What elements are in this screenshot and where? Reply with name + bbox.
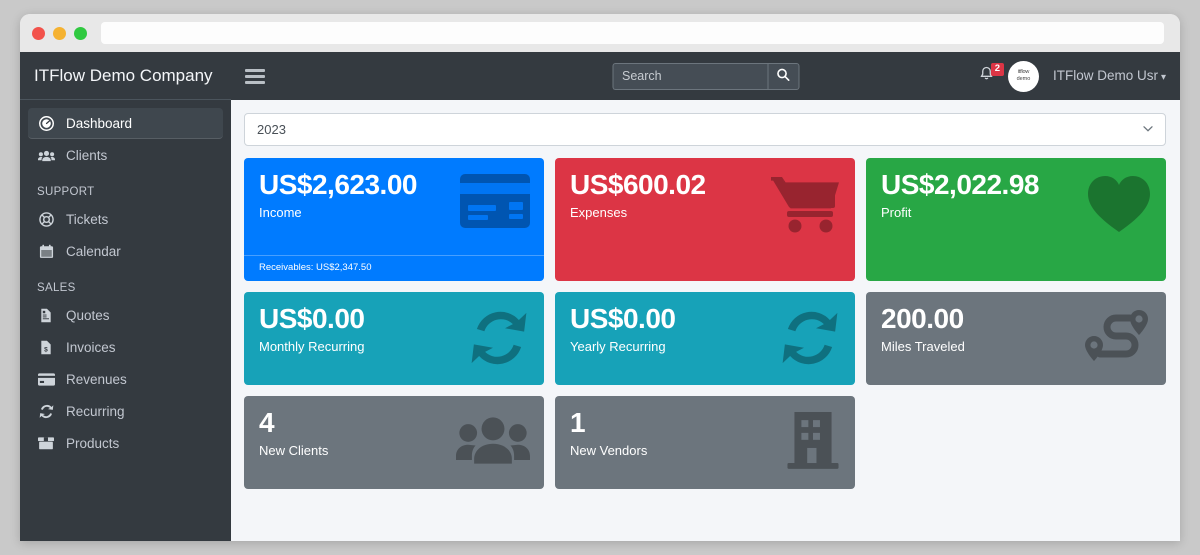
sidebar-item-label: Dashboard bbox=[66, 115, 133, 131]
sidebar-section-support-header: SUPPORT bbox=[37, 186, 95, 198]
sidebar-item-label: Revenues bbox=[66, 372, 127, 387]
notification-count-badge: 2 bbox=[990, 63, 1004, 76]
maximize-window-button[interactable] bbox=[74, 26, 87, 40]
avatar-line-2: demo bbox=[1016, 75, 1031, 82]
stat-card-label: Yearly Recurring bbox=[570, 339, 666, 355]
browser-chrome bbox=[20, 14, 1180, 52]
sidebar-item-label: Clients bbox=[66, 148, 108, 163]
avatar[interactable]: itflow demo bbox=[1007, 60, 1039, 92]
sidebar: ITFlow Demo Company Dashboard bbox=[20, 52, 231, 541]
stat-card-value: US$0.00 bbox=[570, 303, 676, 334]
stat-card-yearly-recurring[interactable]: US$0.00 Yearly Recurring bbox=[555, 292, 855, 385]
stat-card-footer: Receivables: US$2,347.50 bbox=[244, 255, 544, 281]
avatar-line-1: itflow bbox=[1017, 69, 1030, 75]
stat-card-new-vendors[interactable]: 1 New Vendors bbox=[555, 396, 855, 489]
sidebar-section-sales-header: SALES bbox=[37, 282, 76, 294]
sidebar-item-revenues[interactable]: Revenues bbox=[28, 364, 223, 395]
sidebar-item-invoices[interactable]: $ Invoices bbox=[28, 332, 223, 363]
content-area: 2 itflow demo ITFlow Demo Usr▾ 2023 bbox=[231, 52, 1180, 541]
traffic-lights bbox=[32, 26, 87, 40]
stat-card-value: 1 bbox=[570, 407, 586, 438]
user-menu[interactable]: ITFlow Demo Usr ▾ bbox=[1053, 67, 1166, 85]
close-window-button[interactable] bbox=[32, 26, 45, 40]
dashboard-gauge-icon bbox=[36, 114, 56, 132]
navbar-right: 2 itflow demo ITFlow Demo Usr ▾ bbox=[979, 60, 1166, 92]
sidebar-item-dashboard[interactable]: Dashboard bbox=[28, 108, 223, 139]
year-filter-value: 2023 bbox=[257, 122, 286, 137]
search-group bbox=[612, 62, 799, 90]
shopping-cart-icon bbox=[769, 174, 841, 239]
sidebar-item-recurring[interactable]: Recurring bbox=[28, 396, 223, 427]
brand-title[interactable]: ITFlow Demo Company bbox=[20, 52, 231, 100]
box-icon bbox=[36, 435, 56, 453]
search-button[interactable] bbox=[767, 62, 799, 90]
stat-card-income[interactable]: US$2,623.00 Income bbox=[244, 158, 544, 281]
stat-card-miles-traveled[interactable]: 200.00 Miles Traveled bbox=[866, 292, 1166, 385]
application-root: ITFlow Demo Company Dashboard bbox=[20, 52, 1180, 541]
stat-card-label: New Clients bbox=[259, 443, 329, 459]
stat-card-label: Miles Traveled bbox=[881, 339, 965, 355]
users-icon bbox=[36, 147, 56, 165]
chevron-down-icon bbox=[1143, 124, 1153, 135]
svg-text:$: $ bbox=[44, 347, 48, 354]
sidebar-item-label: Tickets bbox=[66, 212, 109, 227]
year-filter-select[interactable]: 2023 bbox=[244, 113, 1166, 146]
stat-card-profit[interactable]: US$2,022.98 Profit bbox=[866, 158, 1166, 281]
stat-card-grid: US$2,623.00 Income bbox=[244, 158, 1166, 489]
stat-card-label: Income bbox=[259, 205, 302, 221]
heart-icon bbox=[1086, 174, 1152, 239]
route-icon bbox=[1082, 308, 1152, 371]
sidebar-item-products[interactable]: Products bbox=[28, 428, 223, 459]
stat-card-value: US$600.02 bbox=[570, 169, 706, 200]
sidebar-item-clients[interactable]: Clients bbox=[28, 140, 223, 171]
stat-card-new-clients[interactable]: 4 New Clients bbox=[244, 396, 544, 489]
stat-card-value: US$0.00 bbox=[259, 303, 365, 334]
sidebar-item-label: Calendar bbox=[66, 244, 121, 259]
stat-card-label: Monthly Recurring bbox=[259, 339, 365, 355]
sync-icon bbox=[468, 308, 530, 373]
bell-icon bbox=[979, 66, 994, 86]
stat-card-value: 200.00 bbox=[881, 303, 964, 334]
stat-card-label: Profit bbox=[881, 205, 912, 221]
stat-card-value: US$2,022.98 bbox=[881, 169, 1039, 200]
file-dollar-icon: $ bbox=[36, 339, 56, 357]
sidebar-item-tickets[interactable]: Tickets bbox=[28, 204, 223, 235]
stat-card-monthly-recurring[interactable]: US$0.00 Monthly Recurring bbox=[244, 292, 544, 385]
search-input[interactable] bbox=[612, 62, 767, 90]
users-icon bbox=[456, 412, 530, 473]
sidebar-item-label: Invoices bbox=[66, 340, 116, 355]
stat-card-value: 4 bbox=[259, 407, 275, 438]
credit-card-icon bbox=[36, 371, 56, 389]
stat-card-value: US$2,623.00 bbox=[259, 169, 417, 200]
search-icon bbox=[777, 68, 790, 84]
stat-card-label: Expenses bbox=[570, 205, 628, 221]
notifications-button[interactable]: 2 bbox=[979, 63, 1004, 86]
credit-card-icon bbox=[460, 174, 530, 233]
sidebar-item-label: Quotes bbox=[66, 308, 110, 323]
sidebar-item-quotes[interactable]: Quotes bbox=[28, 300, 223, 331]
stat-card-label: New Vendors bbox=[570, 443, 648, 459]
sidebar-nav: Dashboard Clients bbox=[20, 100, 231, 459]
hamburger-icon[interactable] bbox=[245, 68, 265, 84]
user-menu-label: ITFlow Demo Usr bbox=[1052, 68, 1158, 83]
top-navbar: 2 itflow demo ITFlow Demo Usr▾ bbox=[231, 52, 1180, 100]
building-icon bbox=[785, 412, 841, 475]
dashboard-main: 2023 US$2,623.00 Income bbox=[231, 100, 1180, 541]
stat-card-expenses[interactable]: US$600.02 Expenses bbox=[555, 158, 855, 281]
sidebar-item-label: Recurring bbox=[66, 404, 125, 419]
file-invoice-icon bbox=[36, 307, 56, 325]
browser-window: ITFlow Demo Company Dashboard bbox=[20, 14, 1180, 541]
sidebar-item-calendar[interactable]: Calendar bbox=[28, 236, 223, 267]
sidebar-item-label: Products bbox=[66, 436, 120, 451]
address-bar[interactable] bbox=[101, 22, 1164, 44]
minimize-window-button[interactable] bbox=[53, 26, 66, 40]
sync-icon bbox=[36, 403, 56, 421]
calendar-icon bbox=[36, 243, 56, 261]
chevron-down-icon: ▾ bbox=[1160, 72, 1166, 83]
life-ring-icon bbox=[36, 211, 56, 229]
sync-icon bbox=[779, 308, 841, 373]
